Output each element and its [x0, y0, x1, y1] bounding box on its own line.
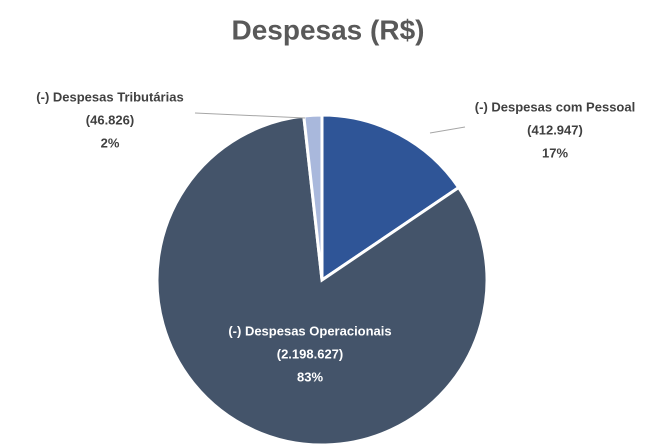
data-label: (-) Despesas com Pessoal: [475, 99, 635, 114]
leader-line: [194, 112, 306, 119]
data-label: (-) Despesas Tributárias: [36, 89, 183, 104]
leader-line: [429, 126, 466, 134]
data-label: (46.826): [86, 112, 134, 127]
data-label: 17%: [542, 145, 568, 160]
data-label: 83%: [297, 369, 323, 384]
chart-title: Despesas (R$): [232, 14, 425, 45]
data-label: (-) Despesas Operacionais: [228, 323, 391, 338]
pie-slice: [302, 113, 324, 281]
data-label: (412.947): [527, 122, 583, 137]
data-label: 2%: [101, 135, 120, 150]
data-label: (2.198.627): [277, 346, 344, 361]
pie-slice: [320, 113, 461, 283]
